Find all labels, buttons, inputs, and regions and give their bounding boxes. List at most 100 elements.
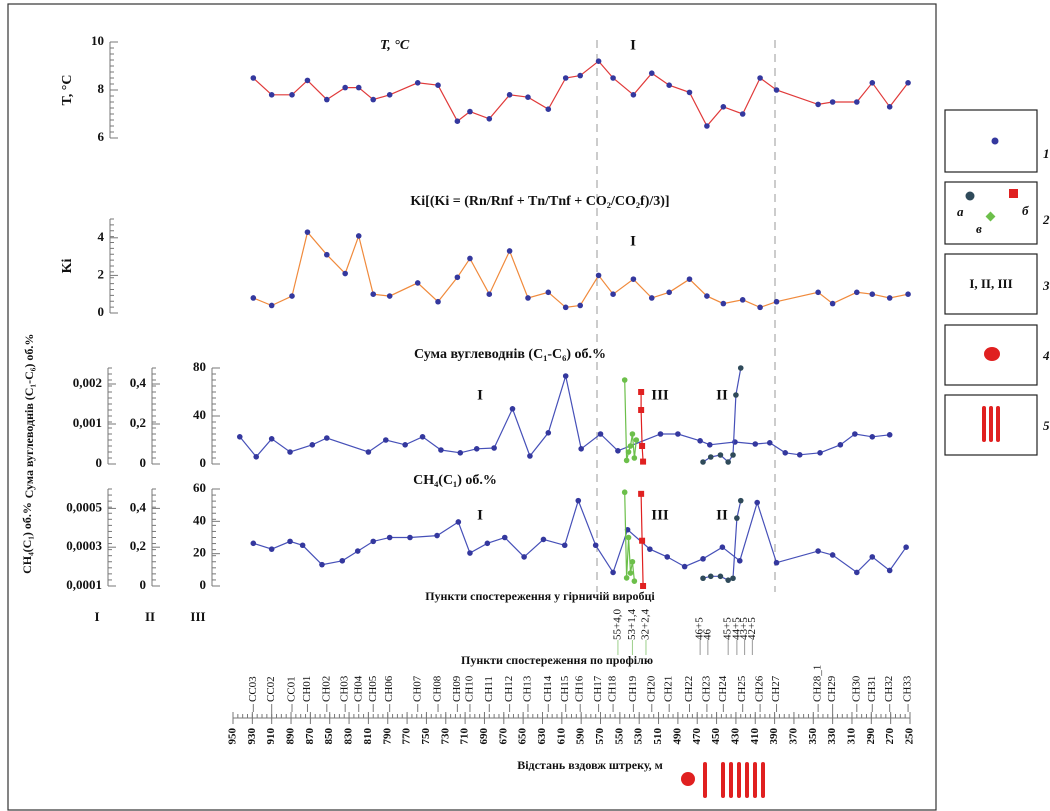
data-point — [627, 443, 634, 449]
data-point — [299, 542, 306, 549]
data-point — [697, 438, 703, 444]
zone-label: II — [716, 507, 728, 523]
x-tick-label: 710 — [459, 728, 471, 745]
data-point — [837, 442, 844, 448]
data-point — [737, 365, 744, 371]
zone-label: I — [630, 37, 636, 53]
data-point — [467, 550, 473, 556]
data-point — [342, 84, 348, 91]
data-point — [631, 578, 638, 584]
station-label: CH02 — [320, 676, 332, 702]
station-label: CH12 — [503, 676, 515, 702]
data-point — [414, 280, 421, 286]
y-axis-title: T, °C — [60, 74, 75, 105]
legend-symbol — [982, 406, 986, 442]
data-point — [717, 573, 724, 580]
data-point — [268, 302, 275, 309]
working-dot — [681, 772, 695, 786]
data-point — [854, 569, 860, 576]
x-tick-label: 910 — [265, 728, 277, 745]
data-point — [869, 554, 876, 560]
working-bar — [737, 762, 741, 798]
y-tick-label: 0 — [200, 577, 207, 592]
data-point — [633, 437, 640, 443]
data-point — [545, 430, 552, 436]
data-point — [309, 442, 316, 448]
data-point — [730, 575, 736, 582]
data-point — [625, 449, 632, 455]
axis-group-label: II — [145, 609, 155, 624]
data-point — [287, 449, 293, 455]
y-tick-label: 0,2 — [130, 538, 146, 553]
data-point — [324, 251, 330, 258]
data-point — [852, 431, 858, 437]
x-tick-label: 530 — [633, 728, 645, 745]
data-point — [739, 111, 746, 117]
data-point — [782, 450, 789, 456]
data-point — [719, 544, 726, 550]
series-line — [252, 60, 909, 128]
data-point — [639, 537, 646, 544]
data-point — [869, 291, 876, 298]
data-point — [886, 432, 893, 438]
data-point — [640, 583, 647, 589]
data-point — [434, 532, 440, 539]
x-tick-label: 850 — [323, 728, 335, 745]
data-point — [525, 295, 531, 301]
data-point — [736, 557, 743, 564]
data-point — [525, 94, 531, 100]
legend-text: в — [976, 221, 982, 236]
data-point — [319, 561, 325, 568]
mine-points-title: Пункти спостереження у гірничій виробці — [425, 589, 655, 603]
mine-point-label: 46+5 — [694, 617, 706, 640]
station-label: CH23 — [700, 675, 712, 702]
data-point — [438, 447, 444, 453]
x-tick-label: 950 — [227, 728, 239, 745]
data-point — [757, 75, 763, 81]
x-tick-label: 470 — [691, 728, 703, 745]
x-tick-label: 430 — [729, 728, 741, 745]
zone-label: I — [477, 387, 483, 403]
data-point — [304, 229, 311, 235]
y-tick-label: 0,0005 — [66, 499, 102, 514]
data-point — [720, 104, 727, 110]
zone-label: II — [716, 387, 728, 403]
x-tick-label: 670 — [497, 728, 509, 745]
data-point — [733, 392, 739, 398]
data-point — [707, 442, 713, 448]
data-point — [236, 434, 243, 440]
data-point — [419, 434, 426, 440]
data-point — [595, 58, 602, 64]
data-point — [595, 272, 602, 279]
legend-symbol — [985, 211, 996, 222]
x-tick-label: 770 — [401, 728, 413, 745]
data-point — [610, 291, 616, 298]
data-point — [725, 577, 731, 583]
x-tick-label: 810 — [362, 728, 374, 745]
data-point — [869, 80, 876, 86]
working-bar — [729, 762, 733, 798]
data-point — [304, 77, 311, 84]
data-point — [597, 431, 604, 437]
station-label: CH22 — [683, 676, 695, 702]
data-point — [630, 92, 637, 98]
x-tick-label: 390 — [768, 728, 780, 745]
data-point — [854, 99, 860, 105]
mine-point-label: 46 — [701, 629, 713, 641]
data-point — [287, 538, 293, 545]
data-point — [339, 557, 346, 564]
x-tick-label: 370 — [787, 728, 799, 745]
zone-label: I — [630, 233, 636, 249]
mine-point-label: 32+2,4 — [640, 609, 652, 640]
station-label: CH33 — [902, 675, 914, 702]
station-label: CH24 — [717, 675, 729, 702]
x-tick-label: 890 — [285, 728, 297, 745]
data-point — [829, 99, 836, 105]
x-tick-label: 570 — [594, 728, 606, 745]
data-point — [486, 291, 493, 298]
data-point — [754, 499, 760, 506]
data-point — [621, 377, 628, 383]
data-point — [268, 92, 275, 98]
legend-text: б — [1022, 203, 1029, 218]
data-point — [700, 459, 706, 465]
